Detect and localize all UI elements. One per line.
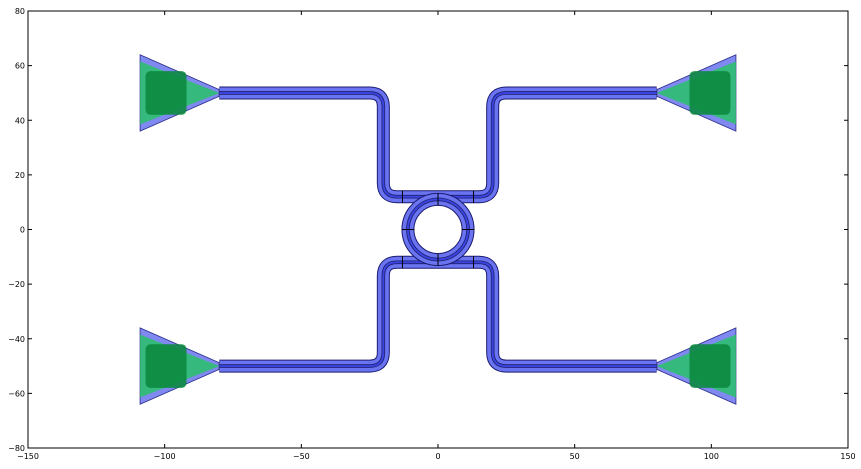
y-tick-label-1: −60	[8, 389, 25, 398]
x-tick-label-4: 50	[570, 452, 580, 461]
y-tick-label-4: 0	[20, 226, 25, 235]
device-layout	[139, 54, 737, 405]
x-tick-label-5: 100	[704, 452, 719, 461]
x-tick-label-1: −100	[154, 452, 176, 461]
x-tick-label-6: 150	[840, 452, 855, 461]
grating-teeth-2	[145, 344, 187, 388]
y-tick-label-7: 60	[15, 62, 25, 71]
y-tick-label-3: −20	[8, 280, 25, 289]
x-tick-label-2: −50	[293, 452, 310, 461]
y-tick-label-8: 80	[15, 7, 25, 16]
y-tick-label-2: −40	[8, 335, 25, 344]
x-tick-label-3: 0	[435, 452, 440, 461]
axis-ticks: −150 −100 −50 0 50 100 150 −80 −60 −40 −20 0 20 40 60 8…	[8, 7, 856, 461]
grating-teeth-3	[689, 344, 731, 388]
y-tick-label-0: −80	[8, 444, 25, 453]
x-tick-label-0: −150	[17, 452, 39, 461]
grating-teeth-0	[145, 71, 187, 115]
y-tick-label-6: 40	[15, 116, 25, 125]
y-tick-label-5: 20	[15, 171, 25, 180]
grating-teeth-1	[689, 71, 731, 115]
